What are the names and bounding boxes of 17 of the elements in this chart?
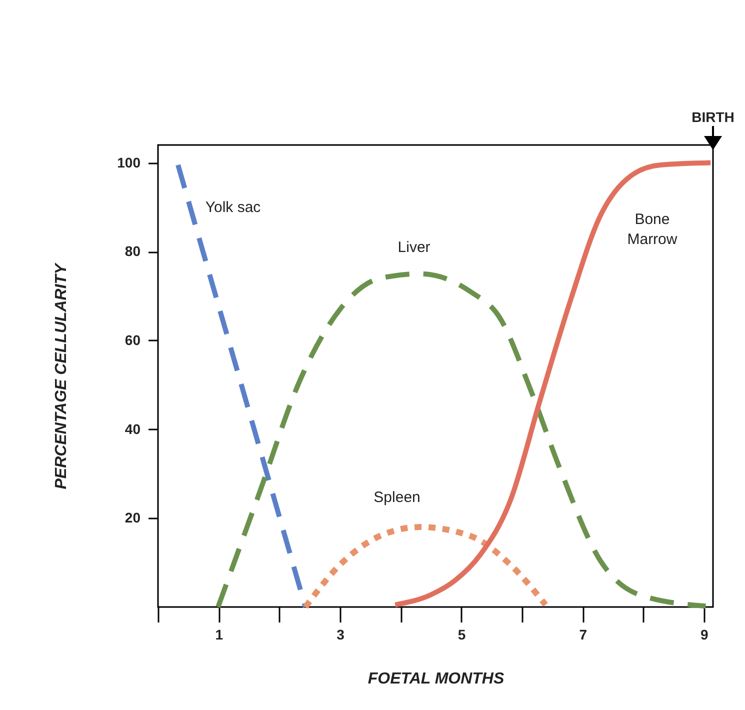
y-tick-label: 40 [124, 420, 141, 437]
series-label: Liver [398, 238, 430, 256]
y-tick-label: 80 [124, 243, 141, 260]
series-label: Bone Marrow [627, 210, 678, 248]
x-tick-label: 5 [458, 626, 466, 642]
series-label: Yolk sac [205, 198, 262, 216]
y-tick-label: 20 [124, 510, 141, 526]
y-tick-label: 60 [124, 332, 141, 348]
y-axis-title: PERCENTAGE CELLULARITY [53, 262, 70, 490]
y-tick-label: 100 [117, 154, 141, 170]
x-axis-title: FOETAL MONTHS [368, 670, 504, 688]
series-label: Spleen [374, 489, 420, 506]
x-tick-label: 3 [336, 626, 345, 642]
x-tick-label: 1 [215, 626, 224, 642]
annotation: BIRTH [692, 109, 734, 125]
x-tick-label: 7 [579, 626, 588, 642]
x-tick-label: 9 [700, 626, 709, 642]
